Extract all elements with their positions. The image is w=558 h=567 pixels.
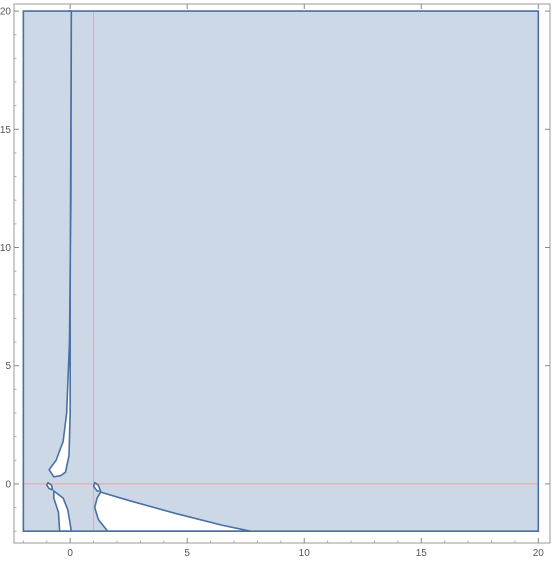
- y-tick-label: 0: [5, 479, 11, 490]
- y-tick-label: 10: [0, 243, 11, 254]
- region-boundary-outer: [22, 10, 540, 532]
- x-tick-label: 20: [533, 548, 545, 559]
- region-boundary-small-loop-right: [92, 481, 102, 492]
- region-boundary-lower-left-gap: [52, 490, 73, 532]
- region-boundary-upper-left-slit: [48, 10, 73, 478]
- y-tick-label: 5: [5, 361, 11, 372]
- x-tick-label: 15: [416, 548, 428, 559]
- y-tick-label: 15: [0, 125, 11, 136]
- x-tick-label: 0: [67, 548, 73, 559]
- region-boundary-small-loop-left: [45, 481, 54, 491]
- y-tick-label: 20: [0, 7, 11, 18]
- region-boundary-lower-right-wedge: [93, 491, 252, 532]
- plot-frame: [13, 3, 551, 544]
- x-tick-label: 10: [299, 548, 311, 559]
- x-tick-label: 5: [184, 548, 190, 559]
- region-fill: [23, 11, 539, 532]
